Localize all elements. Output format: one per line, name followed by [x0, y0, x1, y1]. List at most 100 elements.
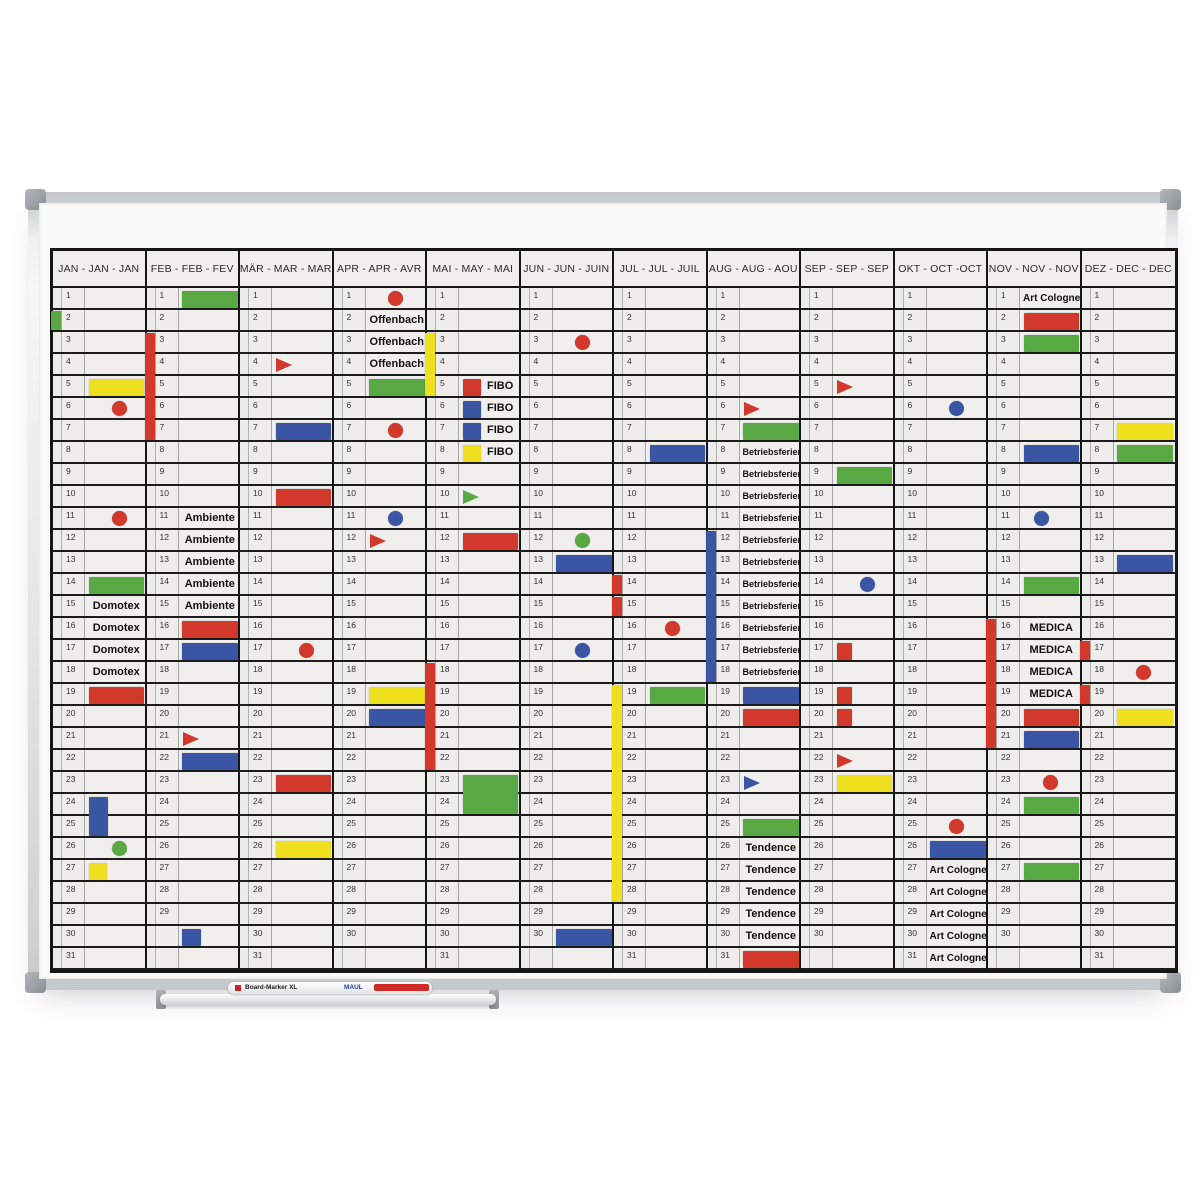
magnet-dot-green[interactable] — [575, 533, 591, 548]
magnet-flag-green[interactable] — [463, 490, 479, 504]
magnet-bar-red[interactable] — [182, 620, 238, 638]
magnet-dot-blue[interactable] — [859, 577, 875, 592]
magnet-bar-green[interactable] — [1023, 576, 1079, 594]
magnet-bar-blue[interactable] — [182, 642, 238, 660]
day-row: 25 — [520, 816, 612, 838]
day-row: 25 — [1081, 816, 1175, 838]
whiteboard-marker[interactable]: Board-Marker XL MAUL — [228, 982, 432, 994]
magnet-bar-red[interactable] — [836, 642, 853, 660]
magnet-bar-green[interactable] — [1023, 862, 1079, 880]
magnet-strip-yellow[interactable] — [425, 333, 435, 396]
magnet-bar-green[interactable] — [836, 466, 892, 484]
magnet-bar-green[interactable] — [462, 774, 518, 814]
strip-cell — [894, 684, 904, 704]
magnet-bar-green[interactable] — [182, 290, 238, 308]
magnet-bar-blue[interactable] — [182, 928, 201, 946]
magnet-dot-red[interactable] — [665, 621, 681, 636]
day-cell — [272, 332, 332, 352]
magnet-bar-red[interactable] — [275, 488, 331, 506]
magnet-bar-red[interactable] — [1023, 708, 1079, 726]
magnet-bar-red[interactable] — [836, 708, 853, 726]
magnet-bar-green[interactable] — [1023, 334, 1079, 352]
magnet-flag-red[interactable] — [182, 732, 199, 746]
magnet-flag-red[interactable] — [369, 534, 386, 548]
magnet-dot-green[interactable] — [111, 841, 127, 856]
magnet-bar-red[interactable] — [88, 686, 144, 704]
magnet-strip-yellow[interactable] — [612, 685, 622, 902]
magnet-bar-blue[interactable] — [556, 928, 612, 946]
magnet-bar-green[interactable] — [1117, 444, 1173, 462]
magnet-dot-red[interactable] — [298, 643, 314, 658]
day-row: 21 — [707, 728, 799, 750]
day-number: 10 — [342, 486, 366, 506]
magnet-bar-yellow[interactable] — [88, 862, 108, 880]
magnet-flag-blue[interactable] — [743, 776, 760, 790]
magnet-dot-red[interactable] — [575, 335, 591, 350]
magnet-strip-red[interactable] — [612, 575, 622, 594]
magnet-bar-blue[interactable] — [462, 400, 482, 418]
magnet-bar-red[interactable] — [836, 686, 853, 704]
magnet-bar-yellow[interactable] — [275, 840, 331, 858]
magnet-bar-blue[interactable] — [1023, 444, 1079, 462]
magnet-bar-blue[interactable] — [275, 422, 331, 440]
magnet-flag-red[interactable] — [837, 754, 853, 768]
magnet-bar-green[interactable] — [743, 422, 799, 440]
magnet-strip-red[interactable] — [612, 597, 622, 616]
magnet-bar-blue[interactable] — [462, 422, 482, 440]
magnet-bar-green[interactable] — [88, 576, 144, 594]
magnet-bar-yellow[interactable] — [836, 774, 892, 792]
magnet-bar-blue[interactable] — [649, 444, 705, 462]
magnet-flag-red[interactable] — [837, 380, 853, 394]
magnet-bar-red[interactable] — [462, 378, 482, 396]
magnet-dot-red[interactable] — [1136, 665, 1152, 680]
magnet-dot-red[interactable] — [388, 423, 404, 438]
magnet-bar-red[interactable] — [743, 708, 799, 726]
day-number: 6 — [1090, 398, 1114, 418]
magnet-strip-green[interactable] — [51, 311, 61, 330]
magnet-bar-red[interactable] — [1023, 312, 1079, 330]
magnet-dot-blue[interactable] — [1034, 511, 1050, 526]
magnet-strip-blue[interactable] — [705, 531, 716, 682]
magnet-strip-red[interactable] — [144, 333, 155, 440]
magnet-flag-red[interactable] — [743, 402, 760, 416]
strip-cell — [801, 442, 810, 462]
magnet-bar-yellow[interactable] — [369, 686, 425, 704]
magnet-bar-blue[interactable] — [1023, 730, 1079, 748]
day-cell — [646, 310, 706, 330]
magnet-bar-yellow[interactable] — [1117, 708, 1173, 726]
magnet-bar-green[interactable] — [1023, 796, 1079, 814]
magnet-bar-yellow[interactable] — [462, 444, 482, 462]
magnet-dot-blue[interactable] — [388, 511, 404, 526]
magnet-strip-red[interactable] — [986, 619, 996, 748]
day-cell — [553, 860, 613, 880]
magnet-dot-blue[interactable] — [575, 643, 591, 658]
magnet-bar-green[interactable] — [649, 686, 705, 704]
magnet-bar-yellow[interactable] — [1117, 422, 1173, 440]
magnet-dot-red[interactable] — [111, 401, 127, 416]
magnet-bar-blue[interactable] — [1117, 554, 1173, 572]
magnet-bar-red[interactable] — [462, 532, 518, 550]
magnet-bar-blue[interactable] — [182, 752, 238, 770]
magnet-strip-red[interactable] — [1079, 685, 1090, 704]
magnet-dot-red[interactable] — [1042, 775, 1058, 790]
day-number: 28 — [249, 882, 272, 902]
magnet-bar-blue[interactable] — [556, 554, 612, 572]
magnet-bar-yellow[interactable] — [88, 378, 144, 396]
magnet-dot-red[interactable] — [388, 291, 404, 306]
day-number: 25 — [1090, 816, 1114, 836]
magnet-strip-red[interactable] — [425, 663, 435, 770]
magnet-dot-blue[interactable] — [949, 401, 965, 416]
day-row: 22 — [520, 750, 612, 772]
magnet-dot-red[interactable] — [949, 819, 965, 834]
magnet-strip-red[interactable] — [1079, 641, 1090, 660]
magnet-bar-blue[interactable] — [369, 708, 425, 726]
magnet-dot-red[interactable] — [111, 511, 127, 526]
magnet-bar-red[interactable] — [743, 950, 799, 968]
magnet-flag-red[interactable] — [276, 358, 292, 372]
magnet-bar-green[interactable] — [743, 818, 799, 836]
magnet-bar-green[interactable] — [369, 378, 425, 396]
magnet-bar-blue[interactable] — [88, 796, 109, 836]
magnet-bar-blue[interactable] — [743, 686, 799, 704]
magnet-bar-blue[interactable] — [930, 840, 986, 858]
magnet-bar-red[interactable] — [275, 774, 331, 792]
